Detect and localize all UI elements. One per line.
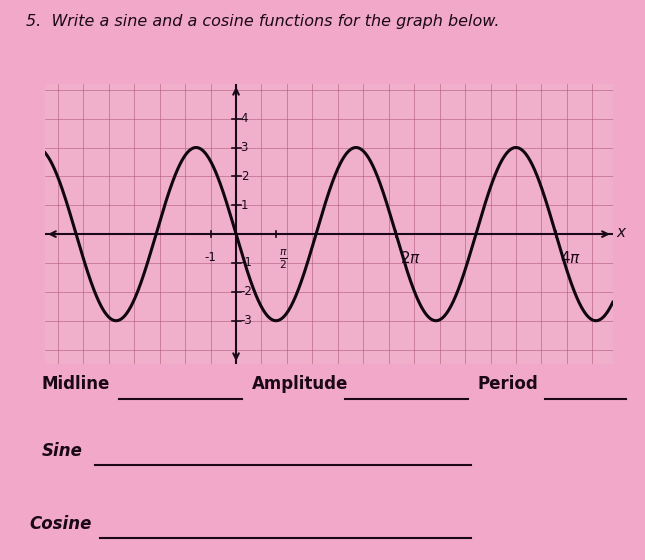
Text: 2: 2 — [241, 170, 248, 183]
Text: $2\pi$: $2\pi$ — [400, 250, 421, 266]
Text: -1: -1 — [241, 256, 252, 269]
Text: Amplitude: Amplitude — [252, 375, 348, 393]
Text: 3: 3 — [241, 141, 248, 154]
Text: 4: 4 — [241, 112, 248, 125]
Text: Sine: Sine — [42, 442, 83, 460]
Text: -1: -1 — [204, 251, 217, 264]
Text: 5.  Write a sine and a cosine functions for the graph below.: 5. Write a sine and a cosine functions f… — [26, 14, 499, 29]
Text: -2: -2 — [241, 286, 252, 298]
Text: -3: -3 — [241, 314, 252, 327]
Text: Midline: Midline — [42, 375, 110, 393]
Text: $\frac{\pi}{2}$: $\frac{\pi}{2}$ — [279, 247, 288, 270]
Text: 1: 1 — [241, 199, 248, 212]
Text: Cosine: Cosine — [29, 515, 92, 533]
Text: Period: Period — [477, 375, 538, 393]
Text: x: x — [617, 225, 626, 240]
Text: $4\pi$: $4\pi$ — [560, 250, 580, 266]
